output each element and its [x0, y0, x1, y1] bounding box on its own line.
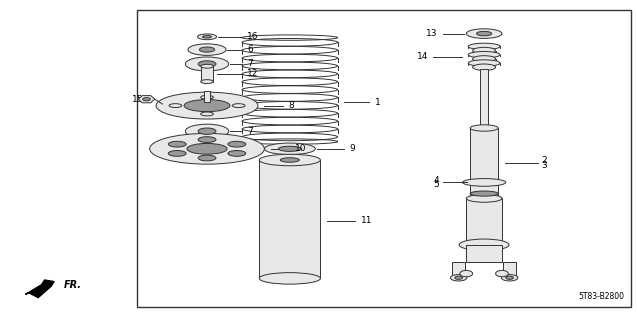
Bar — [503, 262, 516, 277]
Text: 5T83-B2800: 5T83-B2800 — [578, 292, 624, 301]
Ellipse shape — [184, 100, 230, 112]
Ellipse shape — [233, 104, 245, 108]
Bar — [259, 160, 320, 278]
Ellipse shape — [199, 47, 215, 52]
Ellipse shape — [473, 56, 496, 62]
Ellipse shape — [450, 275, 467, 281]
Ellipse shape — [466, 29, 502, 38]
Ellipse shape — [468, 52, 500, 58]
Ellipse shape — [506, 276, 513, 279]
Ellipse shape — [473, 64, 496, 70]
Ellipse shape — [197, 34, 217, 40]
Ellipse shape — [203, 36, 211, 38]
Bar — [466, 198, 502, 253]
Bar — [201, 66, 213, 82]
Ellipse shape — [143, 98, 150, 101]
Bar — [452, 262, 465, 277]
Text: 10: 10 — [295, 144, 306, 153]
Ellipse shape — [496, 270, 508, 277]
Ellipse shape — [150, 133, 264, 164]
Text: 7: 7 — [247, 127, 253, 136]
Ellipse shape — [455, 276, 462, 279]
Ellipse shape — [470, 191, 498, 196]
Ellipse shape — [468, 60, 500, 66]
Text: 9: 9 — [349, 144, 355, 153]
Text: FR.: FR. — [64, 280, 82, 290]
Ellipse shape — [228, 141, 246, 147]
Text: 15: 15 — [132, 95, 143, 104]
Text: 16: 16 — [247, 32, 259, 41]
Ellipse shape — [185, 57, 229, 71]
Bar — [470, 128, 498, 198]
Ellipse shape — [169, 104, 182, 108]
Text: 11: 11 — [361, 216, 372, 225]
Text: 3: 3 — [541, 161, 547, 170]
Ellipse shape — [259, 273, 320, 284]
Ellipse shape — [188, 44, 226, 55]
Ellipse shape — [201, 64, 213, 68]
Ellipse shape — [460, 270, 473, 277]
Ellipse shape — [470, 125, 498, 131]
Bar — [204, 91, 210, 101]
Ellipse shape — [201, 80, 213, 84]
Ellipse shape — [462, 179, 506, 186]
Ellipse shape — [278, 146, 301, 151]
Ellipse shape — [280, 158, 299, 162]
Ellipse shape — [470, 195, 498, 202]
Ellipse shape — [476, 31, 492, 36]
Ellipse shape — [198, 137, 216, 142]
Ellipse shape — [168, 150, 186, 156]
Ellipse shape — [459, 239, 509, 251]
Ellipse shape — [198, 128, 216, 134]
Text: 5: 5 — [434, 180, 440, 189]
Ellipse shape — [185, 124, 229, 138]
Ellipse shape — [201, 95, 213, 99]
Text: 14: 14 — [417, 52, 428, 61]
Ellipse shape — [264, 143, 315, 155]
Ellipse shape — [473, 47, 496, 54]
Ellipse shape — [259, 154, 320, 166]
Text: 13: 13 — [426, 29, 438, 38]
Text: 4: 4 — [434, 176, 440, 185]
Ellipse shape — [466, 195, 502, 202]
Bar — [480, 69, 488, 128]
Text: 6: 6 — [247, 45, 253, 54]
Ellipse shape — [156, 92, 258, 119]
Bar — [137, 10, 631, 307]
Text: 1: 1 — [375, 98, 380, 107]
Text: 8: 8 — [289, 101, 294, 110]
Ellipse shape — [468, 43, 500, 50]
Polygon shape — [25, 280, 54, 298]
Ellipse shape — [201, 112, 213, 116]
Bar — [466, 245, 502, 262]
Ellipse shape — [198, 155, 216, 161]
Text: 7: 7 — [247, 60, 253, 68]
Ellipse shape — [228, 150, 246, 156]
Text: 12: 12 — [247, 69, 259, 78]
Ellipse shape — [168, 141, 186, 147]
Text: 2: 2 — [541, 156, 547, 165]
Ellipse shape — [187, 143, 227, 154]
Ellipse shape — [501, 275, 518, 281]
Ellipse shape — [198, 61, 216, 67]
